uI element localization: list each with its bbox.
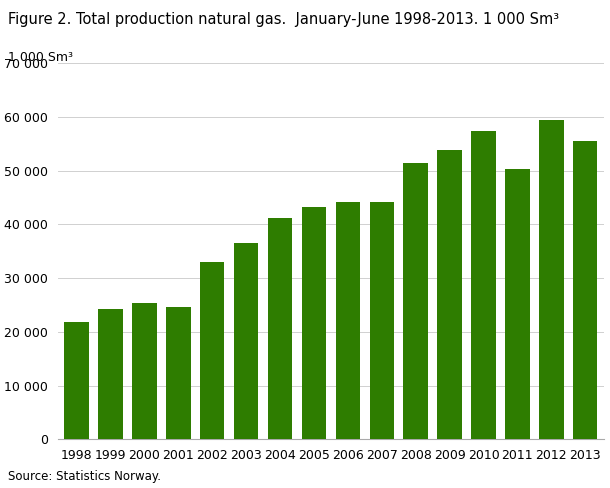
Bar — [370, 203, 394, 439]
Bar — [505, 169, 529, 439]
Bar — [573, 142, 597, 439]
Text: Figure 2. Total production natural gas.  January-June 1998-2013. 1 000 Sm³: Figure 2. Total production natural gas. … — [8, 12, 559, 27]
Bar — [65, 322, 89, 439]
Bar — [539, 120, 564, 439]
Bar — [472, 130, 496, 439]
Text: Source: Statistics Norway.: Source: Statistics Norway. — [8, 470, 161, 483]
Bar — [437, 150, 462, 439]
Bar — [166, 306, 190, 439]
Bar — [268, 218, 292, 439]
Bar — [302, 207, 326, 439]
Bar — [403, 163, 428, 439]
Bar — [234, 243, 259, 439]
Bar — [336, 203, 360, 439]
Bar — [132, 304, 157, 439]
Bar — [200, 262, 224, 439]
Text: 1 000 Sm³: 1 000 Sm³ — [8, 51, 73, 64]
Bar — [98, 309, 123, 439]
